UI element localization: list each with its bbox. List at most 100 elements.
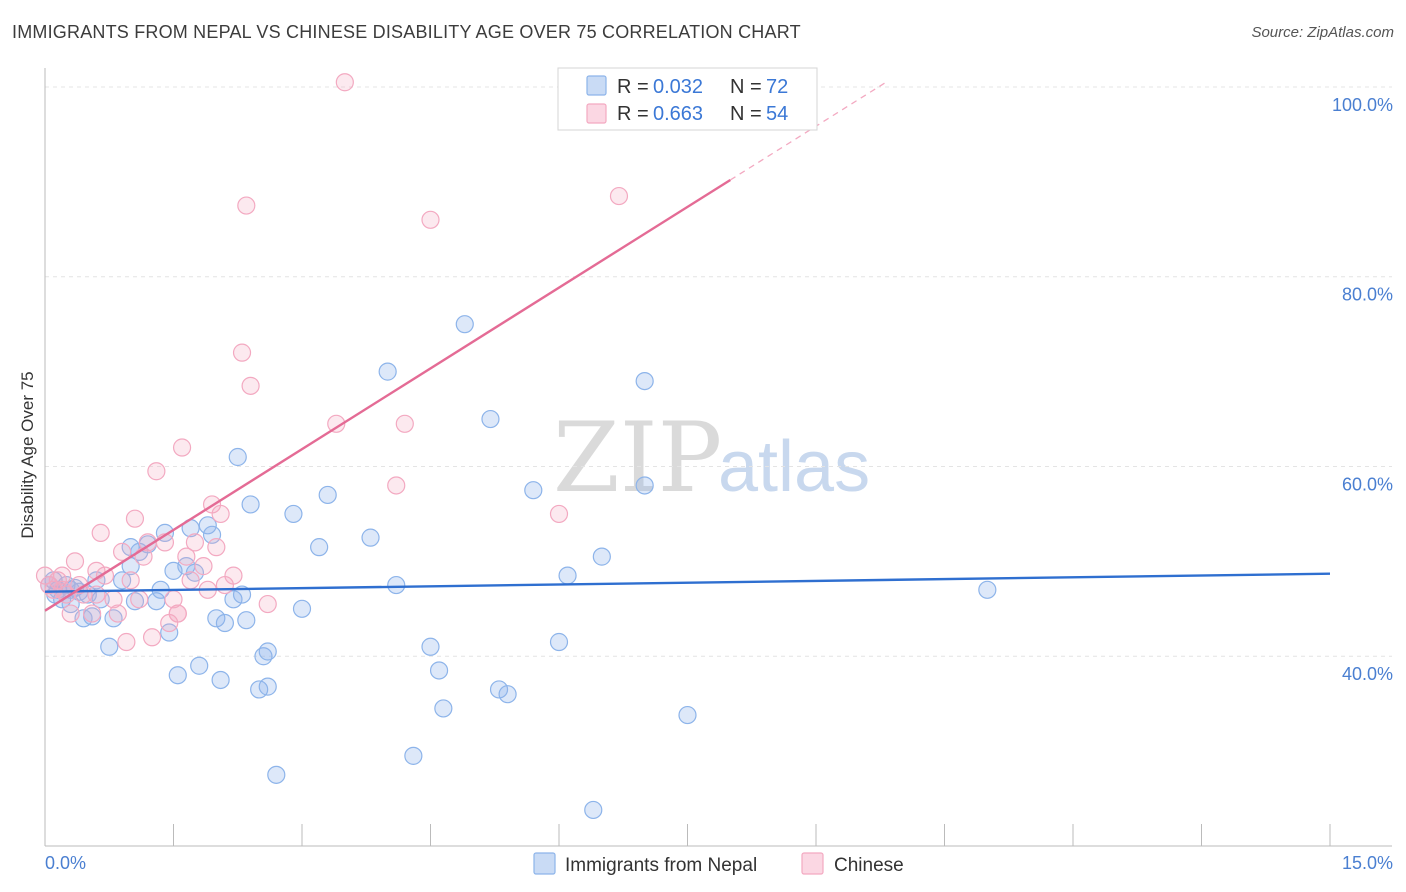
data-point xyxy=(224,566,243,585)
bottom-legend-swatch-nepal[interactable] xyxy=(533,852,556,875)
trend-line xyxy=(44,178,731,612)
data-point xyxy=(635,476,654,495)
data-point xyxy=(112,542,132,561)
data-point xyxy=(125,509,145,528)
data-point xyxy=(292,599,312,618)
data-point xyxy=(327,414,346,433)
data-point xyxy=(190,656,209,675)
data-point xyxy=(65,552,85,571)
data-point xyxy=(87,585,106,604)
data-point xyxy=(172,438,192,457)
series-chinese xyxy=(35,73,629,652)
chart-source[interactable]: Source: ZipAtlas.com xyxy=(1251,24,1394,41)
y-tick-label: 40.0% xyxy=(1342,664,1393,684)
data-point xyxy=(121,571,140,590)
trend-lines xyxy=(44,82,1331,612)
y-axis-title: Disability Age Over 75 xyxy=(18,371,37,538)
chart-title: IMMIGRANTS FROM NEPAL VS CHINESE DISABIL… xyxy=(12,22,801,42)
data-point xyxy=(421,210,440,229)
data-point xyxy=(421,637,440,656)
gridlines xyxy=(45,86,1392,657)
data-point xyxy=(395,414,414,433)
series-nepal xyxy=(40,315,997,820)
data-point xyxy=(228,447,247,467)
data-point xyxy=(237,611,256,630)
legend-r-label-nepal: R = xyxy=(617,76,649,98)
trend-line-extension xyxy=(729,82,885,181)
bottom-legend-swatch-chinese[interactable] xyxy=(801,852,824,875)
legend-r-value-chinese: 0.663 xyxy=(653,103,703,125)
y-tick-label: 60.0% xyxy=(1342,474,1393,494)
trend-line xyxy=(44,572,1331,593)
data-point xyxy=(168,604,187,623)
data-point xyxy=(310,538,329,557)
data-point xyxy=(207,538,226,557)
data-point xyxy=(404,746,423,765)
data-point xyxy=(455,315,474,334)
legend-n-value-chinese: 54 xyxy=(766,103,788,125)
data-point xyxy=(142,628,162,647)
axes xyxy=(44,68,1392,847)
data-point xyxy=(558,566,577,585)
data-point xyxy=(61,604,80,623)
data-point xyxy=(284,504,303,524)
data-point xyxy=(592,547,611,566)
data-point xyxy=(318,485,337,505)
data-point xyxy=(194,557,213,576)
data-point xyxy=(211,504,230,524)
data-point xyxy=(387,575,406,595)
watermark-atlas: atlas xyxy=(718,427,870,507)
data-point xyxy=(678,705,697,725)
legend-r-value-nepal: 0.032 xyxy=(653,76,703,98)
y-tick-label: 80.0% xyxy=(1342,285,1393,305)
data-point xyxy=(83,604,102,623)
watermark-zip: ZIP xyxy=(553,402,722,514)
legend-swatch-chinese xyxy=(586,103,607,124)
data-point xyxy=(91,523,110,543)
data-point xyxy=(241,495,260,514)
data-point xyxy=(429,661,449,680)
bottom-legend: Immigrants from Nepal Chinese xyxy=(533,852,904,876)
x-tick-label-max: 15.0% xyxy=(1342,853,1393,873)
data-point xyxy=(168,666,187,685)
data-point xyxy=(232,343,252,362)
data-point xyxy=(489,680,509,699)
bottom-legend-label-chinese[interactable]: Chinese xyxy=(834,855,904,876)
data-point xyxy=(130,590,149,609)
legend-box: R = 0.032 N = 72 R = 0.663 N = 54 xyxy=(557,67,818,131)
data-point xyxy=(53,566,72,585)
data-point xyxy=(335,73,354,92)
data-point xyxy=(258,677,277,696)
data-point xyxy=(549,504,569,524)
data-point xyxy=(361,528,380,547)
data-point xyxy=(237,196,256,215)
legend-n-label-nepal: N = xyxy=(730,76,762,98)
data-point xyxy=(584,800,603,820)
data-point xyxy=(267,765,286,784)
data-point xyxy=(241,376,260,395)
legend-n-label-chinese: N = xyxy=(730,103,762,125)
data-point xyxy=(147,462,166,481)
data-point xyxy=(181,571,200,590)
data-point xyxy=(108,604,127,623)
data-point xyxy=(198,516,217,535)
data-point xyxy=(609,186,629,206)
data-point xyxy=(160,623,179,642)
x-tick-label-min: 0.0% xyxy=(45,853,86,873)
x-ticks xyxy=(44,824,1331,846)
data-point xyxy=(387,476,406,495)
data-point xyxy=(215,613,234,633)
y-tick-labels: 40.0% 60.0% 80.0% 100.0% xyxy=(1332,95,1393,684)
bottom-legend-label-nepal[interactable]: Immigrants from Nepal xyxy=(565,855,757,876)
legend-r-label-chinese: R = xyxy=(617,103,649,125)
data-point xyxy=(100,637,119,656)
data-point xyxy=(211,670,230,690)
data-point xyxy=(635,371,654,391)
data-point xyxy=(258,594,277,614)
data-point xyxy=(53,580,72,599)
data-point xyxy=(207,609,226,628)
data-point xyxy=(185,533,205,552)
data-point xyxy=(434,699,453,718)
data-point xyxy=(498,685,517,704)
